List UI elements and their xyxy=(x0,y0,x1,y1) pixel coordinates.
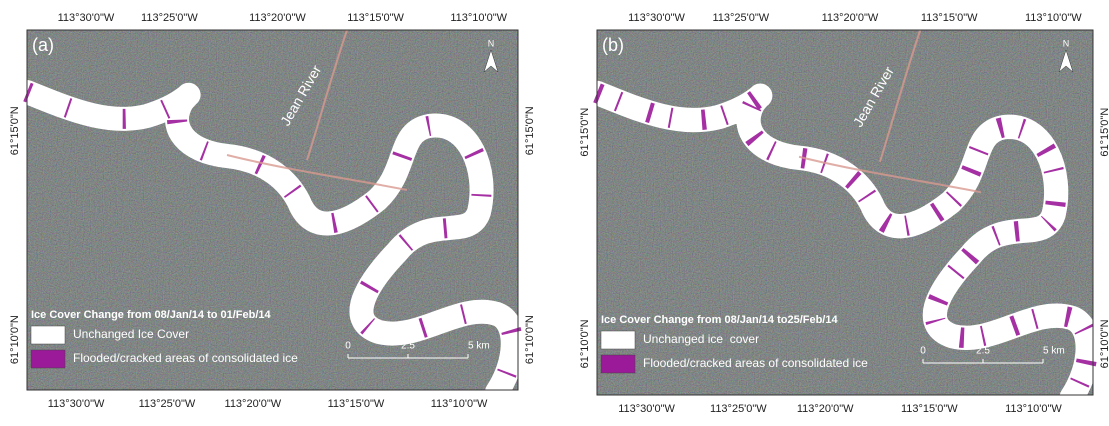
figure: (a)NJean River113°30'0"W113°25'0"W113°20… xyxy=(0,0,1109,421)
left-coordinate: 61°15'0"N xyxy=(9,106,21,155)
scale-label: 5 km xyxy=(1043,346,1065,357)
scale-label: 2.5 xyxy=(401,341,415,352)
legend-title: Ice Cover Change from 08/Jan/14 to25/Feb… xyxy=(601,314,838,326)
scale-label: 2.5 xyxy=(976,346,990,357)
top-coordinate: 113°30'0"W xyxy=(628,12,685,24)
bottom-coordinate: 113°10'0"W xyxy=(1005,403,1062,415)
bottom-coordinate: 113°15'0"W xyxy=(901,403,958,415)
top-coordinate: 113°25'0"W xyxy=(712,12,769,24)
legend-item: Flooded/cracked areas of consolidated ic… xyxy=(643,356,868,370)
top-coordinate: 113°20'0"W xyxy=(822,12,879,24)
bottom-coordinate: 113°30'0"W xyxy=(48,398,105,410)
bottom-coordinate: 113°30'0"W xyxy=(618,403,675,415)
top-coordinate: 113°15'0"W xyxy=(921,12,978,24)
bottom-coordinate: 113°25'0"W xyxy=(139,398,196,410)
right-coordinate: 61°15'0"N xyxy=(1099,108,1109,157)
top-coordinate: 113°30'0"W xyxy=(58,12,115,24)
right-coordinate: 61°10'0"N xyxy=(1099,319,1109,368)
bottom-coordinate: 113°10'0"W xyxy=(431,398,488,410)
legend-item: Flooded/cracked areas of consolidated ic… xyxy=(73,351,298,365)
legend-swatch xyxy=(601,355,635,373)
legend-title: Ice Cover Change from 08/Jan/14 to 01/Fe… xyxy=(31,309,272,321)
bottom-coordinate: 113°20'0"W xyxy=(797,403,854,415)
right-coordinate: 61°10'0"N xyxy=(524,315,536,364)
legend-item: Unchanged ice cover xyxy=(643,332,759,346)
top-coordinate: 113°15'0"W xyxy=(347,12,404,24)
legend-swatch xyxy=(31,326,65,344)
top-coordinate: 113°25'0"W xyxy=(141,12,198,24)
scale-label: 0 xyxy=(345,341,351,352)
bottom-coordinate: 113°20'0"W xyxy=(225,398,282,410)
left-coordinate: 61°10'0"N xyxy=(579,319,591,368)
scale-label: 5 km xyxy=(468,341,490,352)
panel-label: (b) xyxy=(602,35,624,55)
top-coordinate: 113°10'0"W xyxy=(450,12,507,24)
bottom-coordinate: 113°25'0"W xyxy=(710,403,767,415)
top-coordinate: 113°10'0"W xyxy=(1025,12,1082,24)
legend-item: Unchanged Ice Cover xyxy=(73,327,189,341)
bottom-coordinate: 113°15'0"W xyxy=(328,398,385,410)
north-label: N xyxy=(1063,38,1070,48)
legend-swatch xyxy=(601,331,635,349)
left-coordinate: 61°10'0"N xyxy=(9,315,21,364)
right-coordinate: 61°15'0"N xyxy=(524,106,536,155)
scale-label: 0 xyxy=(920,346,926,357)
left-coordinate: 61°15'0"N xyxy=(579,108,591,157)
north-label: N xyxy=(488,38,495,48)
top-coordinate: 113°20'0"W xyxy=(249,12,306,24)
legend-swatch xyxy=(31,350,65,368)
panel-label: (a) xyxy=(32,35,54,55)
